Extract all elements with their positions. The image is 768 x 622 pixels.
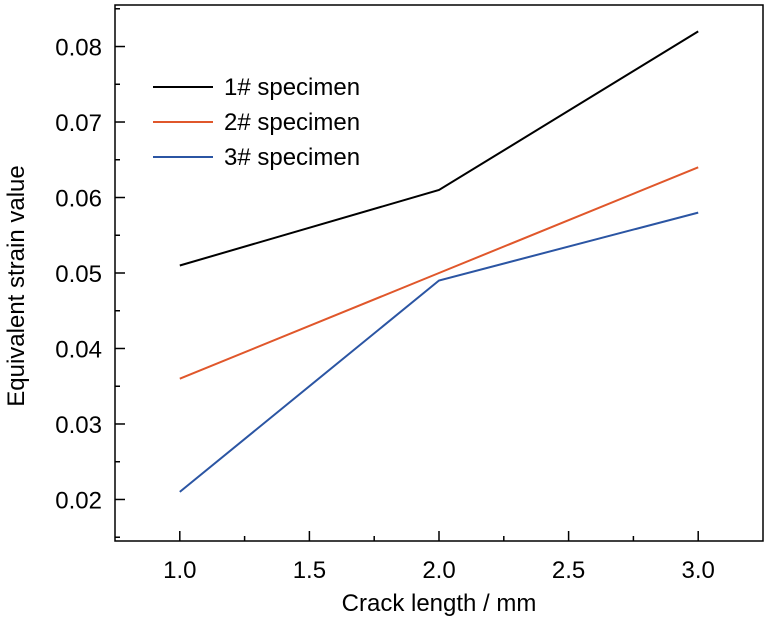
x-tick-label: 3.0 [682,557,715,584]
y-tick-label: 0.02 [55,487,102,514]
legend-label-1: 1# specimen [224,74,360,101]
y-axis-label: Equivalent strain value [3,165,30,406]
x-axis-label: Crack length / mm [342,590,537,617]
y-tick-label: 0.03 [55,412,102,439]
series-lines [179,30,699,493]
y-tick-label: 0.04 [55,336,102,363]
y-tick-label: 0.06 [55,186,102,213]
series-line-1 [179,30,699,267]
y-tick-label: 0.05 [55,261,102,288]
legend-label-2: 2# specimen [224,109,360,136]
series-line-3 [179,211,699,493]
y-axis: 0.02 0.03 0.04 0.05 0.06 0.07 0.08 [55,8,125,538]
y-tick-label: 0.07 [55,110,102,137]
x-tick-label: 2.5 [552,557,585,584]
y-tick-label: 0.08 [55,35,102,62]
x-tick-label: 2.0 [422,557,455,584]
legend: 1# specimen 2# specimen 3# specimen [153,74,360,171]
x-axis: 1.0 1.5 2.0 2.5 3.0 [163,531,715,584]
legend-label-3: 3# specimen [224,144,360,171]
x-tick-label: 1.5 [293,557,326,584]
series-line-2 [179,166,699,380]
x-tick-label: 1.0 [163,557,196,584]
